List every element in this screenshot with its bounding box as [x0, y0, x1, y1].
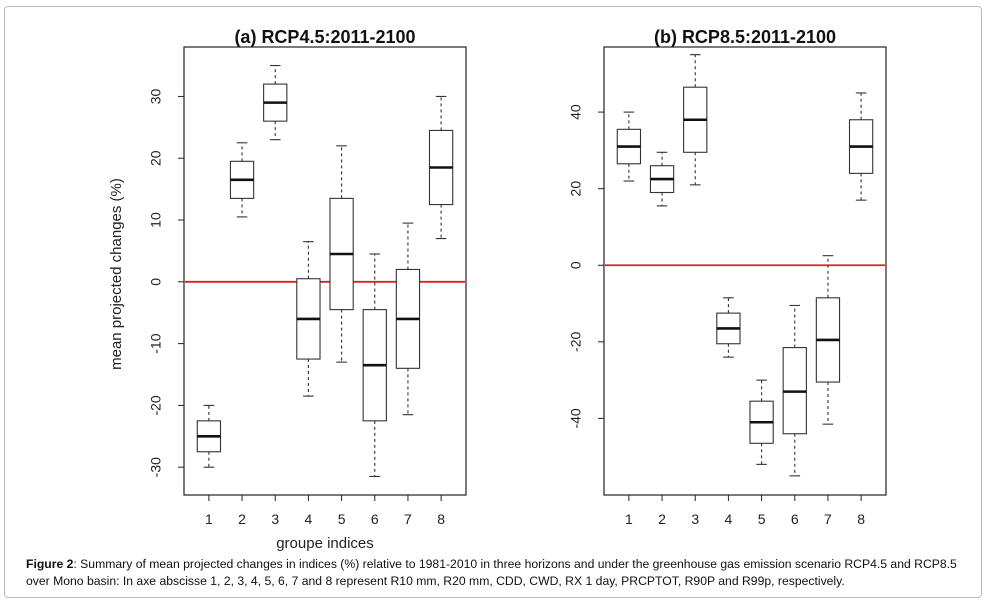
- y-tick-label: -10: [148, 333, 164, 353]
- box-6: [782, 304, 807, 477]
- box-7: [815, 255, 841, 425]
- box-5: [749, 379, 774, 465]
- y-axis-label: mean projected changes (%): [108, 178, 125, 370]
- x-tick-label: 2: [658, 511, 666, 527]
- y-tick-label: 10: [148, 212, 164, 228]
- box-3: [683, 54, 708, 186]
- y-tick-label: -40: [568, 408, 584, 428]
- x-tick-label: 8: [437, 511, 445, 527]
- x-tick-label: 1: [625, 511, 633, 527]
- box-5: [329, 145, 354, 363]
- figure-caption: Figure 2: Summary of mean projected chan…: [26, 556, 976, 589]
- x-tick-label: 6: [791, 511, 799, 527]
- x-tick-label: 5: [758, 511, 766, 527]
- y-tick-label: -30: [148, 457, 164, 477]
- x-tick-label: 7: [404, 511, 412, 527]
- y-tick-label: 20: [148, 150, 164, 166]
- box-8: [848, 92, 874, 201]
- box-7: [395, 222, 421, 416]
- x-tick-label: 3: [691, 511, 699, 527]
- chart-panel-b: (b) RCP8.5:2011-2100 -40 -20 0 20 40 1 2 3 4 5 6 7 8: [568, 27, 887, 527]
- box-4: [716, 297, 741, 358]
- box-6: [362, 253, 387, 478]
- y-tick-label: -20: [148, 395, 164, 415]
- x-tick-label: 1: [205, 511, 213, 527]
- x-tick-label: 8: [857, 511, 865, 527]
- box-3: [263, 64, 288, 141]
- chart-title: (a) RCP4.5:2011-2100: [234, 27, 415, 47]
- figure-frame: [4, 6, 982, 598]
- x-tick-label: 3: [271, 511, 279, 527]
- plot-frame: [603, 46, 887, 496]
- chart-title: (b) RCP8.5:2011-2100: [654, 27, 836, 47]
- box-1: [616, 111, 642, 182]
- y-tick-label: 40: [568, 104, 584, 120]
- y-tick-label: 0: [568, 261, 584, 269]
- x-tick-label: 4: [305, 511, 313, 527]
- y-tick-label: -20: [568, 332, 584, 352]
- box-2: [229, 142, 255, 218]
- plot-frame: [183, 46, 467, 496]
- box-8: [428, 95, 454, 240]
- y-tick-label: 0: [148, 278, 164, 286]
- x-tick-label: 4: [725, 511, 733, 527]
- x-tick-label: 5: [338, 511, 346, 527]
- box-2: [649, 151, 675, 207]
- x-tick-label: 2: [238, 511, 246, 527]
- x-axis-label: groupe indices: [276, 535, 374, 552]
- box-4: [296, 241, 321, 397]
- y-tick-label: 20: [568, 181, 584, 197]
- chart-panel-a: (a) RCP4.5:2011-2100 -30 -20 -10 0 10 20 30 1 2 3 4…: [108, 27, 467, 552]
- x-tick-label: 6: [371, 511, 379, 527]
- y-tick-label: 30: [148, 88, 164, 104]
- x-tick-label: 7: [824, 511, 832, 527]
- caption-label: Figure 2: [26, 557, 74, 571]
- box-1: [196, 404, 222, 468]
- caption-text: : Summary of mean projected changes in i…: [26, 557, 957, 588]
